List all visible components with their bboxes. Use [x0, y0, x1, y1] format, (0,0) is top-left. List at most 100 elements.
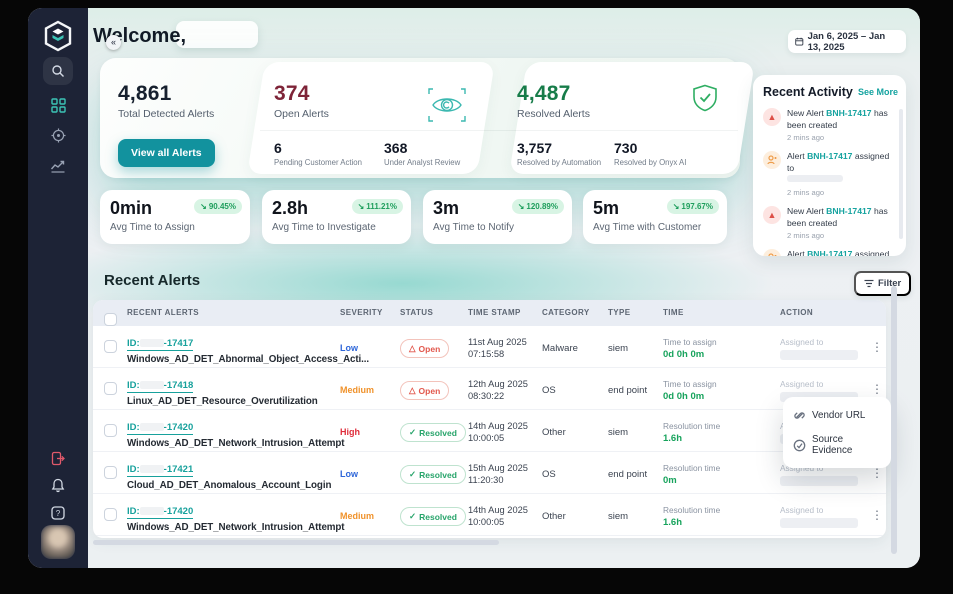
- metric-card-customer: 5m Avg Time with Customer ↘ 197.67%: [583, 190, 727, 244]
- type-value: siem: [608, 511, 629, 522]
- sidebar-item-logout[interactable]: [43, 445, 73, 471]
- shield-check-icon: [692, 84, 718, 112]
- activity-item[interactable]: ▲ New Alert BNH-17417 has been created 2…: [763, 108, 898, 142]
- assign-user-icon: [763, 151, 781, 170]
- recent-activity-panel: Recent Activity See More ▲ New Alert BNH…: [753, 75, 906, 256]
- date-range-label: Jan 6, 2025 – Jan 13, 2025: [807, 30, 886, 53]
- row-checkbox[interactable]: [104, 340, 117, 353]
- analytics-chart-icon: [50, 160, 65, 173]
- source-evidence-icon: [793, 439, 806, 452]
- horizontal-scrollbar[interactable]: [93, 540, 499, 545]
- id-redacted: [139, 423, 164, 432]
- time-value: 1.6h: [663, 433, 683, 444]
- row-menu-button[interactable]: ⋮: [871, 508, 883, 522]
- activity-item[interactable]: Alert BNH-17417 assigned to 2 mins ago: [763, 249, 898, 256]
- check-circle-icon: ✓: [409, 511, 417, 521]
- menu-item-vendor-url[interactable]: Vendor URL: [783, 403, 891, 428]
- view-all-alerts-button[interactable]: View all Alerts: [118, 139, 215, 167]
- sidebar-item-analytics[interactable]: [43, 152, 73, 178]
- assign-user-icon: [763, 249, 781, 256]
- table-row[interactable]: ID: -17421 Cloud_AD_DET_Anomalous_Account…: [93, 452, 886, 494]
- see-more-link[interactable]: See More: [857, 87, 898, 97]
- time-value: 1.6h: [663, 517, 683, 528]
- link-icon: [793, 409, 806, 422]
- time-value: 0d 0h 0m: [663, 391, 705, 402]
- sidebar-item-dashboard[interactable]: [43, 92, 73, 118]
- severity-label: Low: [340, 469, 358, 479]
- avatar-photo: [41, 525, 75, 559]
- row-checkbox[interactable]: [104, 424, 117, 437]
- alert-id-link[interactable]: BNH-17417: [826, 108, 872, 118]
- metric-value: 3m: [433, 198, 460, 218]
- sidebar-collapse-button[interactable]: «: [106, 35, 121, 50]
- timestamp-date: 14th Aug 2025: [468, 421, 528, 431]
- alert-id-link[interactable]: BNH-17417: [807, 249, 853, 256]
- timestamp-clock: 10:00:05: [468, 433, 505, 443]
- select-all-checkbox[interactable]: [104, 313, 117, 326]
- alert-id-link[interactable]: BNH-17417: [826, 205, 872, 216]
- table-row[interactable]: ID: -17418 Linux_AD_DET_Resource_Overutil…: [93, 368, 886, 410]
- resolved-automation-stat: 3,757 Resolved by Automation: [517, 140, 601, 167]
- alert-id-link[interactable]: ID: -17420: [127, 506, 194, 519]
- status-badge: ✓ Resolved: [400, 507, 466, 526]
- activity-scrollbar[interactable]: [899, 109, 903, 239]
- trend-down-icon: ↘: [200, 202, 207, 211]
- column-header[interactable]: CATEGORY: [542, 308, 590, 317]
- row-menu-button[interactable]: ⋮: [871, 340, 883, 354]
- check-circle-icon: ✓: [409, 427, 417, 437]
- automation-value: 3,757: [517, 140, 553, 156]
- alert-id-link[interactable]: BNH-17417: [807, 151, 853, 162]
- svg-text:?: ?: [56, 509, 61, 518]
- row-menu-button[interactable]: ⋮: [871, 382, 883, 396]
- type-value: end point: [608, 469, 648, 480]
- row-checkbox[interactable]: [104, 508, 117, 521]
- date-range-picker[interactable]: Jan 6, 2025 – Jan 13, 2025: [788, 30, 906, 53]
- filter-button[interactable]: Filter: [854, 271, 912, 296]
- menu-item-source-evidence[interactable]: Source Evidence: [783, 428, 891, 462]
- column-header[interactable]: TYPE: [608, 308, 631, 317]
- table-row[interactable]: ID: -17420 Windows_AD_DET_Network_Intrusi…: [93, 410, 886, 452]
- eye-scan-icon: [427, 86, 467, 124]
- table-header: RECENT ALERTS SEVERITY STATUS TIME STAMP…: [93, 300, 886, 326]
- alert-name: Cloud_AD_DET_Anomalous_Account_Login: [127, 480, 332, 491]
- table-row[interactable]: ID: -17417 Windows_AD_DET_Abnormal_Object…: [93, 326, 886, 368]
- column-header[interactable]: TIME STAMP: [468, 308, 521, 317]
- alert-id-link[interactable]: ID: -17417: [127, 338, 194, 351]
- id-redacted: [139, 465, 164, 474]
- alert-triangle-icon: ▲: [763, 205, 781, 224]
- alert-id-link[interactable]: ID: -17421: [127, 464, 194, 477]
- trend-badge: ↘ 120.89%: [511, 199, 564, 214]
- alert-id-link[interactable]: ID: -17418: [127, 380, 194, 393]
- column-header[interactable]: TIME: [663, 308, 684, 317]
- sidebar-item-notifications[interactable]: [43, 472, 73, 498]
- sidebar-item-help[interactable]: ?: [43, 500, 73, 526]
- row-menu-button[interactable]: ⋮: [871, 466, 883, 480]
- app-window: ? « Welcome, Jan 6, 2025 – Jan 13, 2025 …: [28, 8, 920, 568]
- id-redacted: [139, 339, 164, 348]
- sidebar-item-target[interactable]: [43, 122, 73, 148]
- vertical-scrollbar[interactable]: [891, 286, 897, 554]
- user-avatar[interactable]: [41, 525, 75, 559]
- column-header[interactable]: ACTION: [780, 308, 814, 317]
- time-value: 0m: [663, 475, 677, 486]
- pending-label: Pending Customer Action: [274, 158, 362, 167]
- activity-item[interactable]: Alert BNH-17417 assigned to 2 mins ago: [763, 151, 898, 197]
- column-header[interactable]: SEVERITY: [340, 308, 383, 317]
- time-label: Resolution time: [663, 421, 721, 431]
- table-row[interactable]: ID: -17420 Windows_AD_DET_Network_Intrusi…: [93, 494, 886, 536]
- main-content: Welcome, Jan 6, 2025 – Jan 13, 2025 4,86…: [88, 8, 920, 568]
- row-checkbox[interactable]: [104, 382, 117, 395]
- alert-id-link[interactable]: ID: -17420: [127, 422, 194, 435]
- column-header[interactable]: RECENT ALERTS: [127, 308, 200, 317]
- alert-triangle-icon: △: [409, 343, 416, 353]
- severity-label: Low: [340, 343, 358, 353]
- alert-triangle-icon: ▲: [763, 108, 781, 126]
- column-header[interactable]: STATUS: [400, 308, 434, 317]
- filter-label: Filter: [878, 278, 902, 289]
- activity-item[interactable]: ▲ New Alert BNH-17417 has been created 2…: [763, 205, 898, 240]
- severity-label: High: [340, 427, 360, 437]
- row-checkbox[interactable]: [104, 466, 117, 479]
- time-value: 0d 0h 0m: [663, 349, 705, 360]
- total-alerts-value: 4,861: [118, 82, 172, 105]
- search-button[interactable]: [43, 57, 73, 85]
